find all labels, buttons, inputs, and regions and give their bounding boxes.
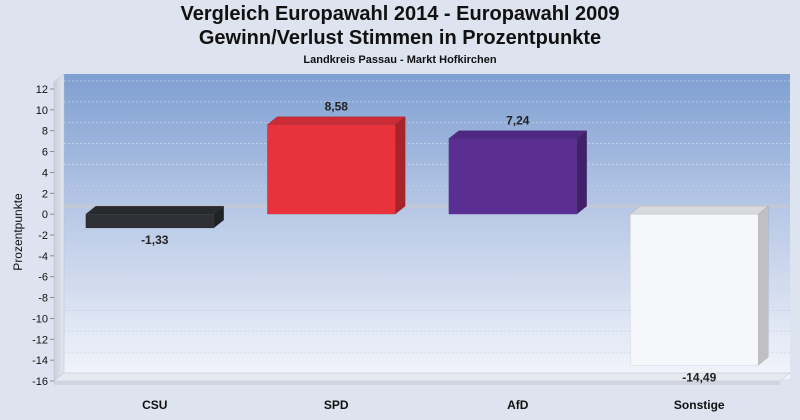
chart-subtitle: Gewinn/Verlust Stimmen in Prozentpunkte (198, 27, 602, 49)
data-label-spd: 8,58 (325, 100, 349, 114)
bar-side-shade (576, 130, 587, 215)
bar-front (85, 213, 214, 229)
bar-front (448, 138, 577, 215)
x-axis-categories: CSU SPD AfD Sonstige (142, 398, 725, 412)
y-tick-label: 4 (42, 167, 48, 179)
y-tick-label: 12 (36, 84, 48, 96)
bar-top-shade (448, 130, 587, 139)
bar-side-shade (213, 206, 224, 229)
chart-caption: Landkreis Passau - Markt Hofkirchen (303, 54, 497, 66)
plot-floor (53, 372, 791, 382)
plot-side-wall (53, 73, 65, 382)
bar-top-shade (85, 206, 224, 215)
y-tick-label: 8 (42, 126, 48, 138)
chart-title: Vergleich Europawahl 2014 - Europawahl 2… (180, 3, 620, 25)
category-label-afd: AfD (507, 398, 529, 412)
bar-front (630, 213, 759, 366)
data-label-sonstige: -14,49 (682, 370, 716, 384)
category-label-csu: CSU (142, 398, 167, 412)
plot-floor-edge (54, 381, 780, 385)
category-label-sonstige: Sonstige (674, 398, 725, 412)
y-tick-label: -16 (32, 376, 48, 388)
y-tick-label: 6 (42, 147, 48, 159)
data-label-afd: 7,24 (506, 114, 530, 128)
bar-csu (85, 205, 225, 229)
y-tick-label: -2 (38, 230, 48, 242)
bar-spd (266, 116, 406, 215)
y-tick-label: -6 (38, 272, 48, 284)
y-tick-label: 10 (36, 105, 48, 117)
data-label-csu: -1,33 (141, 233, 169, 247)
bars (85, 116, 769, 366)
y-tick-label: -4 (38, 251, 48, 263)
y-tick-label: -8 (38, 293, 48, 305)
y-tick-label: 2 (42, 188, 48, 200)
bar-side-shade (758, 206, 769, 366)
y-axis-label: Prozentpunkte (11, 193, 25, 271)
chart-header: Vergleich Europawahl 2014 - Europawahl 2… (0, 2, 800, 68)
bar-side-shade (395, 116, 406, 215)
bar-top-shade (267, 116, 406, 125)
data-labels: -1,33 8,58 7,24 -14,49 (141, 100, 717, 385)
bar-front (267, 124, 396, 215)
bar-sonstige (629, 205, 769, 366)
bar-afd (448, 130, 588, 215)
y-tick-label: -10 (32, 313, 48, 325)
y-tick-label: -14 (32, 355, 48, 367)
y-tick-label: 0 (42, 209, 48, 221)
y-axis-ticks: 12 10 8 6 4 2 0 -2 -4 -6 -8 -10 -12 -14 -16 (32, 84, 54, 388)
y-tick-label: -12 (32, 334, 48, 346)
category-label-spd: SPD (324, 398, 349, 412)
bar-top-shade (630, 206, 769, 215)
